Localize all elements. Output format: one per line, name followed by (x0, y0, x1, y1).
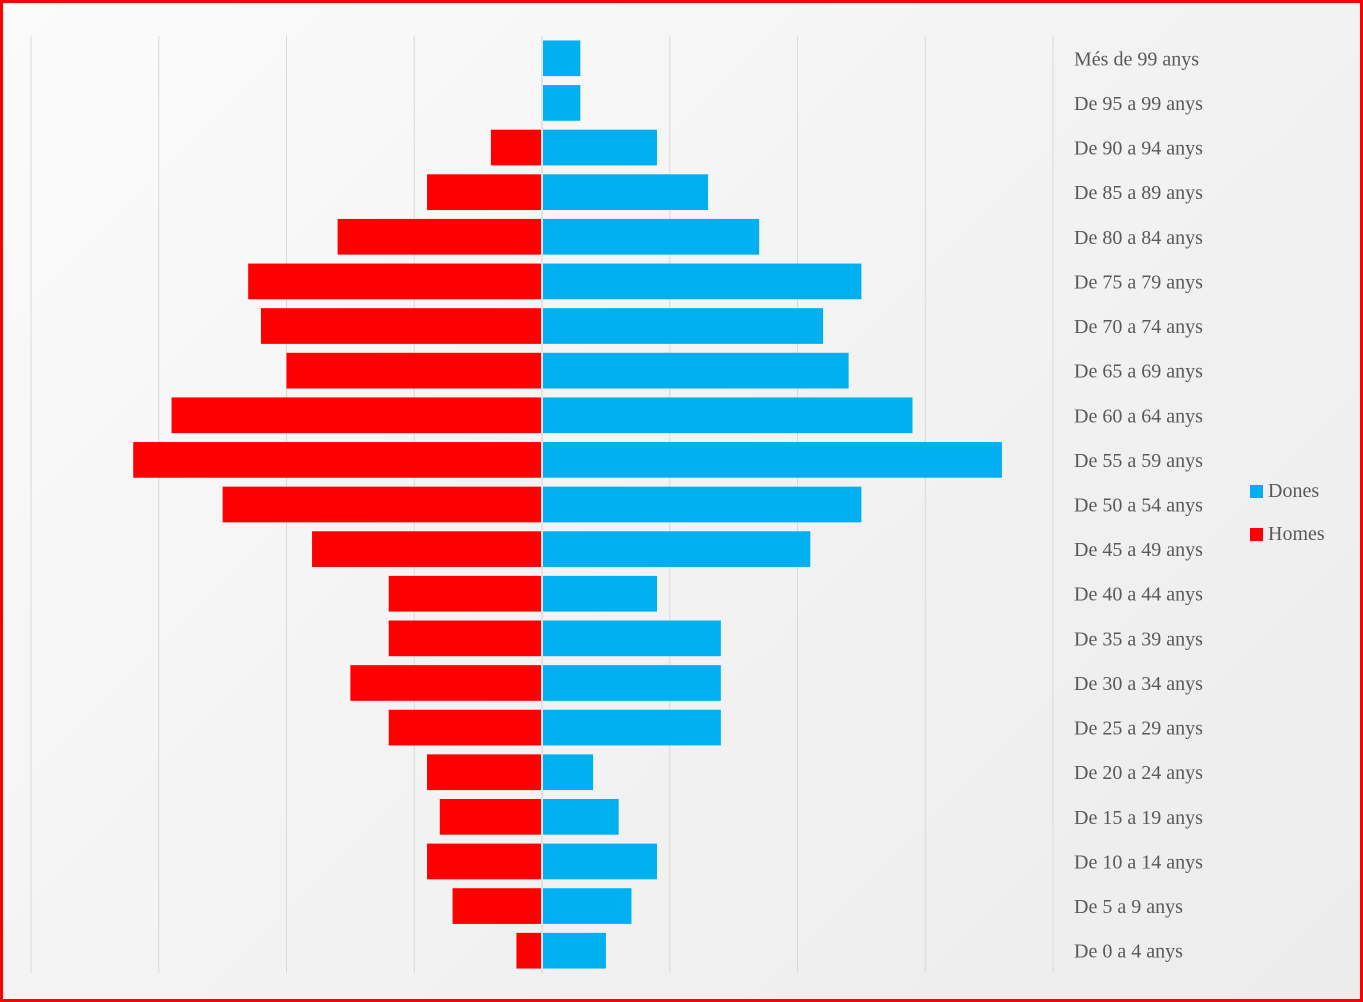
legend-label-dones: Dones (1268, 480, 1320, 502)
category-label: De 85 a 89 anys (1074, 182, 1203, 204)
category-label: De 15 a 19 anys (1074, 807, 1203, 829)
category-label: De 10 a 14 anys (1074, 851, 1203, 873)
legend-item-dones: Dones (1250, 470, 1325, 513)
bar-dones-11 (543, 442, 1002, 478)
category-label: De 70 a 74 anys (1074, 316, 1203, 338)
bar-homes-9 (312, 531, 541, 567)
legend-swatch-dones (1250, 485, 1263, 498)
category-label: De 65 a 69 anys (1074, 361, 1203, 383)
bar-dones-15 (543, 263, 862, 300)
bar-dones-4 (543, 754, 594, 791)
category-label: De 90 a 94 anys (1074, 138, 1203, 160)
bar-dones-12 (543, 397, 913, 434)
bar-homes-4 (427, 754, 541, 791)
bar-homes-14 (260, 308, 541, 344)
bar-dones-1 (543, 888, 632, 924)
bar-homes-10 (222, 486, 541, 523)
category-label: De 75 a 79 anys (1074, 271, 1203, 293)
bar-dones-13 (543, 352, 849, 389)
category-label: Més de 99 anys (1074, 48, 1199, 70)
bar-dones-14 (543, 308, 824, 344)
legend-swatch-homes (1250, 528, 1263, 541)
bar-homes-6 (350, 665, 541, 701)
category-label: De 5 a 9 anys (1074, 896, 1183, 918)
bar-homes-18 (490, 129, 541, 166)
bar-dones-9 (543, 531, 811, 567)
bar-dones-7 (543, 620, 721, 657)
category-label: De 0 a 4 anys (1074, 941, 1183, 963)
bar-homes-7 (388, 620, 541, 657)
category-label: De 60 a 64 anys (1074, 405, 1203, 427)
bar-homes-17 (427, 174, 541, 211)
bar-homes-2 (427, 843, 541, 880)
bar-dones-0 (543, 932, 606, 969)
bar-dones-16 (543, 218, 760, 255)
bar-homes-8 (388, 575, 541, 612)
bar-dones-20 (543, 40, 581, 77)
category-label: De 50 a 54 anys (1074, 495, 1203, 517)
category-label: De 80 a 84 anys (1074, 227, 1203, 249)
bar-dones-18 (543, 129, 657, 166)
bar-dones-17 (543, 174, 709, 211)
bar-dones-10 (543, 486, 862, 523)
bar-homes-13 (286, 352, 541, 389)
bar-homes-12 (171, 397, 541, 434)
bar-dones-19 (543, 85, 581, 121)
bar-homes-11 (133, 442, 541, 478)
bar-homes-0 (516, 932, 541, 969)
legend-label-homes: Homes (1268, 523, 1325, 545)
chart-legend: Dones Homes (1250, 470, 1325, 556)
bar-homes-5 (388, 709, 541, 746)
category-label: De 95 a 99 anys (1074, 93, 1203, 115)
legend-item-homes: Homes (1250, 513, 1325, 556)
bar-homes-3 (439, 798, 541, 835)
bar-dones-5 (543, 709, 721, 746)
category-label: De 45 a 49 anys (1074, 539, 1203, 561)
bar-dones-2 (543, 843, 657, 880)
bar-dones-8 (543, 575, 657, 612)
bar-dones-6 (543, 665, 721, 701)
category-label: De 35 a 39 anys (1074, 628, 1203, 650)
category-label: De 25 a 29 anys (1074, 718, 1203, 740)
category-label: De 30 a 34 anys (1074, 673, 1203, 695)
bar-homes-15 (248, 263, 542, 300)
bar-homes-1 (452, 888, 541, 924)
category-label: De 40 a 44 anys (1074, 584, 1203, 606)
bar-dones-3 (543, 798, 619, 835)
category-label: De 55 a 59 anys (1074, 450, 1203, 472)
category-label: De 20 a 24 anys (1074, 762, 1203, 784)
bar-homes-16 (337, 218, 541, 255)
